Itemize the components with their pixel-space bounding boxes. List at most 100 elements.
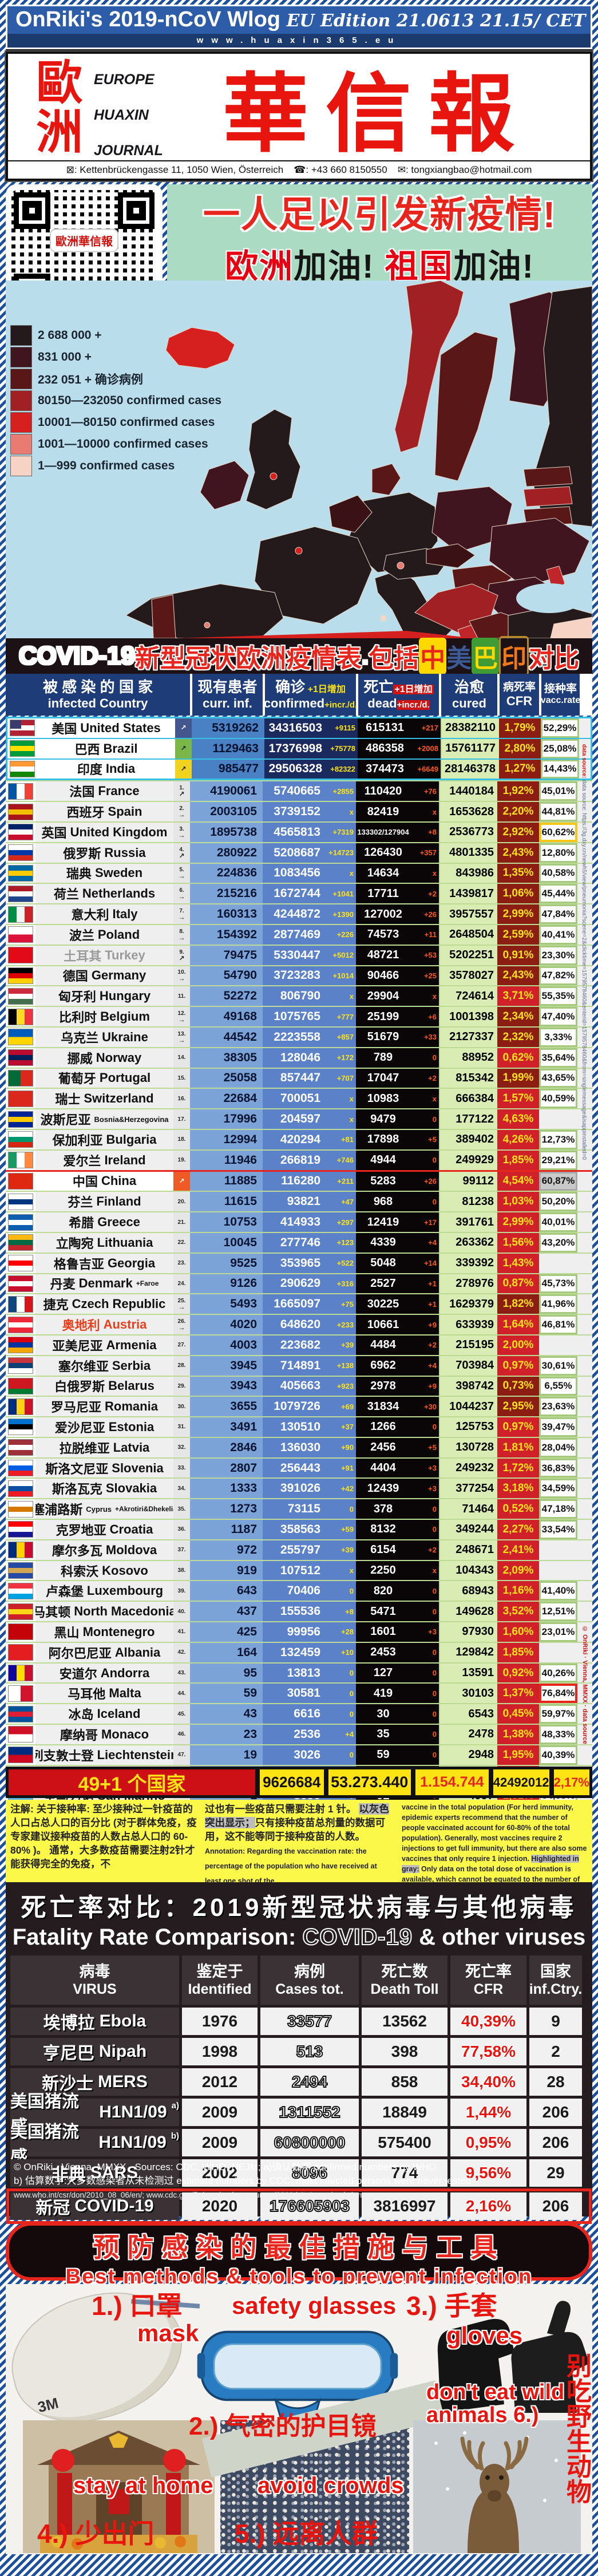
confirmed-number: 5740665 — [274, 784, 320, 798]
virus-countries-cell: 2 — [529, 2038, 582, 2065]
country-name-en: Andorra — [100, 1665, 150, 1680]
cfr-cell: 1,99% — [497, 1068, 539, 1088]
dead-cell: 820 0 — [356, 1581, 439, 1601]
total-confirmed: 53.273.440 — [327, 1768, 412, 1796]
confirmed-cell: 414933 +297 — [263, 1212, 356, 1232]
confirmed-number: 73115 — [287, 1502, 320, 1516]
confirmed-increase: +69 — [340, 1402, 354, 1411]
virus-header-zh: 死亡数 — [381, 1962, 428, 1980]
table-title-part: 巴 — [472, 638, 500, 674]
current-infected-cell: 11885 — [190, 1171, 263, 1191]
dead-increase: 0 — [432, 1504, 437, 1514]
country-name-zh: 立陶宛 — [56, 1236, 94, 1251]
confirmed-increase: 0 — [349, 1504, 354, 1514]
rank-cell: 4. ↗ — [173, 843, 190, 863]
current-infected-cell: 985477 — [192, 759, 264, 779]
country-name-zh: 西班牙 — [66, 805, 105, 820]
flag-canton — [10, 720, 21, 729]
country-flag-cell — [6, 1232, 35, 1253]
virus-name-cell: 美国猪流感 H1N1/09 a) — [10, 2092, 179, 2136]
virus-year-cell: 2012 — [182, 2068, 258, 2096]
cured-cell: 2478 — [439, 1725, 497, 1744]
legend-swatch — [10, 347, 32, 368]
cfr-cell: 0,73% — [497, 1376, 539, 1396]
country-name-en: Austria — [103, 1317, 147, 1332]
country-flag — [8, 1029, 33, 1046]
current-infected-cell: 972 — [190, 1540, 263, 1560]
rank-number: 9. — [179, 949, 184, 955]
country-name-en: Georgia — [107, 1255, 156, 1270]
rank-number: 36. — [177, 1526, 186, 1533]
confirmed-number: 2536 — [294, 1727, 320, 1741]
confirmed-cell: 405663 +923 — [263, 1376, 356, 1396]
cured-cell: 377254 — [439, 1479, 497, 1499]
confirmed-increase: +10 — [340, 1648, 354, 1657]
legend-item: 2 688 000 + — [10, 325, 221, 346]
dead-increase: +357 — [419, 848, 437, 858]
dead-increase: +2 — [428, 1073, 437, 1082]
dead-cell: 4944 0 — [356, 1150, 439, 1170]
cured-cell: 71464 — [439, 1499, 497, 1519]
country-name-en: Netherlands — [82, 886, 156, 901]
table-row: 塞尔维亚 Serbia 28. 3945 714891 +138 6962 +4 703984 0… — [6, 1354, 592, 1376]
table-row: 美国 United States ↗ 5319262 34316503 +9115 6151… — [7, 718, 591, 738]
vacc-rate-cell: 23,30% — [539, 945, 577, 965]
confirmed-increase: +8 — [345, 1607, 354, 1616]
legend-label: 831 000 + — [38, 350, 92, 364]
table-row: 奥地利 Austria 26. → 4020 648620 +233 10661 +9 63393… — [6, 1314, 592, 1334]
rank-cell: 18. — [173, 1129, 190, 1149]
current-infected-cell: 10753 — [190, 1212, 263, 1232]
confirmed-number: 648620 — [280, 1318, 320, 1331]
confirmed-number: 3723283 — [274, 969, 320, 982]
confirmed-cell: 648620 +233 — [263, 1315, 356, 1334]
virus-cfr-value: 0,95% — [465, 2134, 512, 2151]
rank-number: 1. — [179, 785, 184, 792]
virus-name-cell: 新沙士 MERS — [10, 2068, 179, 2096]
dead-increase: +8 — [428, 828, 437, 837]
confirmed-cell: 700051 x — [263, 1089, 356, 1109]
vacc-rate-cell — [539, 1561, 577, 1581]
cfr-cell: 2,27% — [497, 1520, 539, 1539]
virus-name-en: MERS — [98, 2072, 148, 2091]
country-flag-cell — [6, 1540, 35, 1560]
confirmed-cell: 116280 +211 — [263, 1171, 356, 1191]
dead-increase: +25 — [423, 971, 437, 980]
slogan-line1: 一人足以引发新疫情! — [203, 194, 557, 235]
country-name-zh: 法国 — [69, 785, 95, 800]
vacc-rate-cell — [539, 1540, 577, 1560]
virus-cfr-cell: 9,56% — [450, 2159, 526, 2187]
country-flag — [8, 1726, 33, 1743]
country-name-zh: 列支敦士登 — [35, 1748, 94, 1763]
annotation-col3: vaccine in the total population (For her… — [402, 1803, 587, 1894]
table-row: 比利时 Belgium 12. → 49168 1075765 +777 25199 +6 100… — [6, 1006, 592, 1026]
cured-cell: 2948 — [439, 1745, 497, 1765]
confirmed-cell: 93821 +47 — [263, 1192, 356, 1212]
dead-number: 968 — [373, 1195, 393, 1208]
rank-cell: 26. → — [173, 1315, 190, 1334]
rank-number: 44. — [177, 1690, 186, 1697]
country-name-zh: 保加利亚 — [52, 1133, 103, 1148]
country-name-cell: 克罗地亚 Croatia — [35, 1520, 173, 1539]
cured-cell: 2127337 — [439, 1027, 497, 1047]
current-infected-cell: 10045 — [190, 1232, 263, 1253]
virus-header-zh: 国家 — [540, 1962, 571, 1980]
confirmed-cell: 2536 +4 — [263, 1725, 356, 1744]
vacc-rate-cell: 6,55% — [539, 1376, 577, 1396]
dead-cell: 6962 +4 — [356, 1356, 439, 1376]
dead-increase: +3 — [428, 1627, 437, 1637]
country-name-zh: 爱尔兰 — [63, 1153, 101, 1168]
country-flag-cell — [6, 1129, 35, 1149]
dead-number: 59 — [377, 1748, 390, 1761]
country-flag-cell — [6, 924, 35, 945]
dead-increase: +2 — [428, 1341, 437, 1350]
country-name-cell: 美国 United States — [37, 718, 175, 738]
current-infected-cell: 3943 — [190, 1376, 263, 1396]
dead-cell: 419 0 — [356, 1684, 439, 1704]
dead-number: 126430 — [364, 846, 402, 859]
confirmed-cell: 3723283 +1014 — [263, 966, 356, 986]
current-infected-cell: 11615 — [190, 1192, 263, 1212]
country-flag-cell — [6, 1171, 35, 1191]
country-flag-cell — [6, 1397, 35, 1417]
qr-eye — [118, 192, 155, 229]
virus-cfr-cell: 34,40% — [450, 2068, 526, 2096]
